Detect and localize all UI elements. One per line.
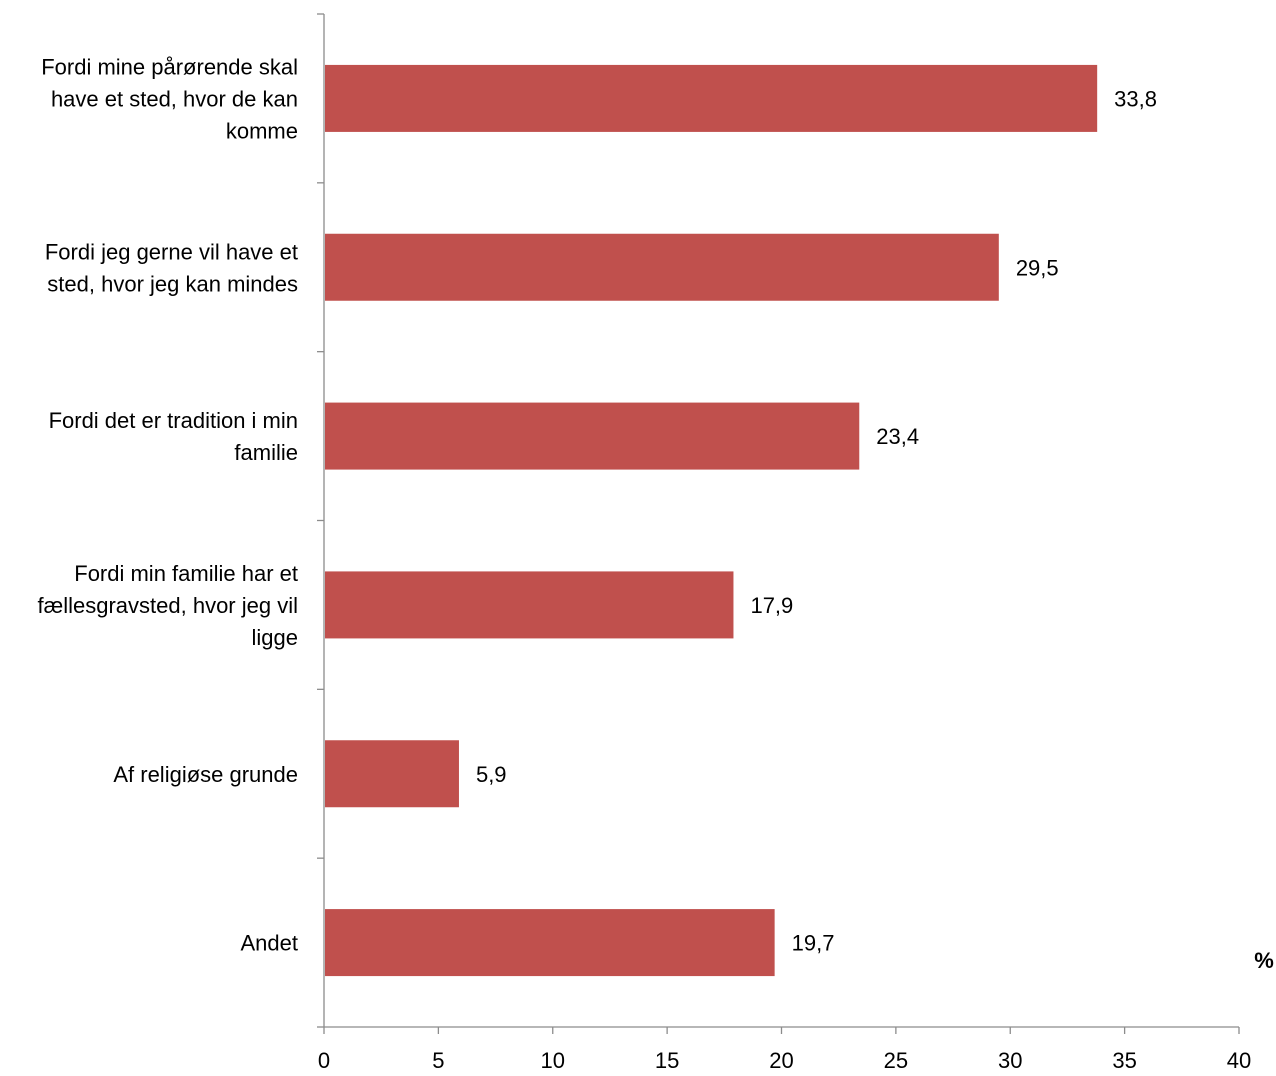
bar-value-label: 5,9 <box>476 762 507 787</box>
x-tick-label: 0 <box>318 1048 330 1071</box>
category-label-line: have et sted, hvor de kan <box>51 86 298 111</box>
bar <box>325 402 860 470</box>
bar-value-label: 33,8 <box>1114 86 1157 111</box>
x-tick-label: 30 <box>998 1048 1022 1071</box>
bar <box>325 64 1098 132</box>
category-label: Af religiøse grunde <box>113 762 298 787</box>
bar <box>325 233 999 301</box>
x-tick-label: 15 <box>655 1048 679 1071</box>
category-label-line: Fordi jeg gerne vil have et <box>45 239 298 264</box>
category-label-line: Fordi min familie har et <box>74 561 298 586</box>
x-tick-label: 35 <box>1112 1048 1136 1071</box>
category-label-line: Fordi det er tradition i min <box>49 408 298 433</box>
category-label: Fordi min familie har et fællesgravsted, … <box>38 561 298 650</box>
bar-value-label: 23,4 <box>876 424 919 449</box>
x-tick-label: 5 <box>432 1048 444 1071</box>
bar-value-label: 17,9 <box>750 593 793 618</box>
category-label-line: familie <box>234 440 298 465</box>
category-label-line: ligge <box>252 625 298 650</box>
bar <box>325 571 734 639</box>
category-label-line: Af religiøse grunde <box>113 762 298 787</box>
x-tick-label: 20 <box>769 1048 793 1071</box>
labels: 0 5 10 15 20 25 30 35 40 33,8 Fordi mine pårørende… <box>38 54 1252 1073</box>
axes <box>317 13 1240 1034</box>
category-label-line: Andet <box>241 931 299 956</box>
category-label-line: fællesgravsted, hvor jeg vil <box>38 593 298 618</box>
category-label: Fordi jeg gerne vil have et sted, hvor je… <box>45 239 298 296</box>
category-label-line: sted, hvor jeg kan mindes <box>47 271 298 296</box>
category-label: Fordi mine pårørende skal have et sted, h… <box>41 54 298 143</box>
category-label-line: komme <box>226 118 298 143</box>
bars <box>325 64 1098 977</box>
category-label-line: Fordi mine pårørende skal <box>41 54 298 79</box>
bar <box>325 909 775 977</box>
bar-value-label: 19,7 <box>792 931 835 956</box>
category-label: Fordi det er tradition i min familie <box>49 408 298 465</box>
category-label: Andet <box>241 931 299 956</box>
x-tick-label: 25 <box>884 1048 908 1071</box>
x-tick-label: 40 <box>1227 1048 1251 1071</box>
bar <box>325 740 459 808</box>
unit-label: % <box>1254 948 1274 973</box>
x-tick-label: 10 <box>541 1048 565 1071</box>
bar-value-label: 29,5 <box>1016 255 1059 280</box>
